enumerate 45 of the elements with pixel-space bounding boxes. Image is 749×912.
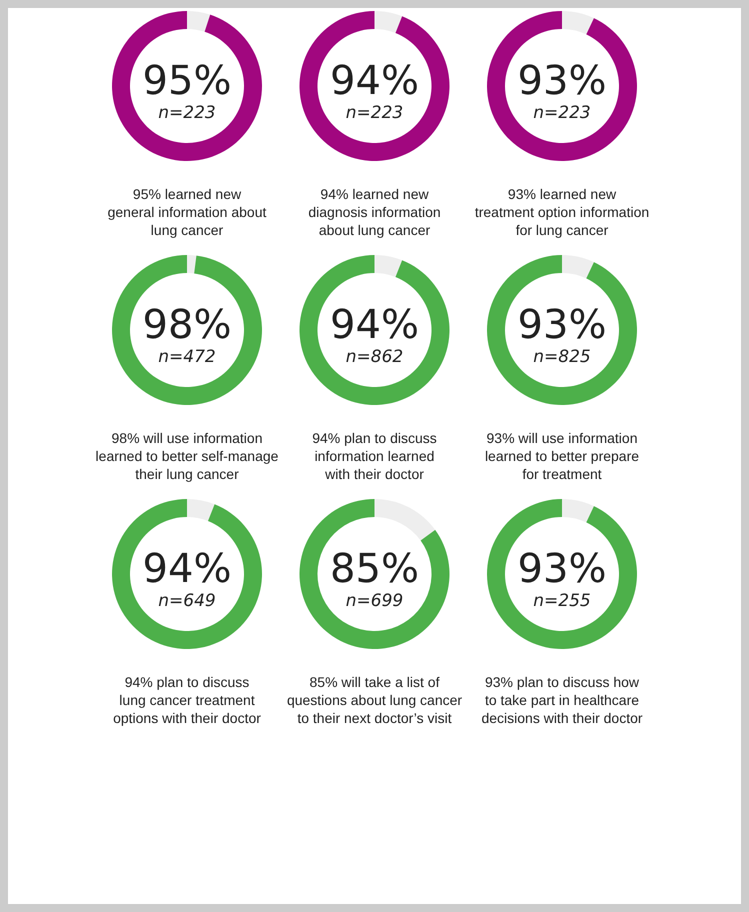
donut-slice [374,11,402,34]
text: n=223 [158,103,216,123]
donut-slice [562,11,594,34]
text: 94% plan to discuss information learned with their doctor [312,430,437,482]
text: 94% learned new diagnosis information about lung cancer [308,186,441,238]
data-label: 85% [330,546,419,592]
text: 94% plan to discuss lung cancer treatment options with their doctor [113,674,262,726]
donut-slice [562,499,594,522]
text: n=472 [158,347,216,367]
donut-slice [487,11,637,161]
text: n=649 [158,591,216,611]
donut-slice [300,255,450,405]
donut-slice [374,499,436,540]
text: 93% plan to discuss how to take part in healthcare decisions with their doctor [481,674,643,726]
donut-slice [112,499,262,649]
text: n=862 [346,347,404,367]
text: n=699 [346,591,404,611]
data-label: 98% [142,302,232,348]
donut-slice [187,255,196,274]
donut-slice [487,499,637,649]
data-label: 94% [142,546,232,592]
donut-slice [112,11,262,161]
donut-slice [187,499,215,522]
data-label: 93% [518,546,606,592]
text: 93% will use information learned to better prepare for treatment [484,430,640,482]
text: n=255 [533,591,591,611]
text: 93% learned new treatment option information for lung cancer [474,186,650,238]
text: 98% will use information learned to better self-manage their lung cancer [96,430,279,482]
data-label: 93% [518,302,606,348]
data-label: 93% [518,58,606,104]
data-label: 94% [330,58,419,104]
text: n=825 [533,347,591,367]
data-label: 95% [142,58,232,104]
text: 85% will take a list of questions about lung cancer to their next doctor’s visit [286,674,462,726]
donut-slice [487,255,637,405]
donut-slice [562,255,594,278]
donut-slice [112,255,262,405]
text: 95% learned new general information about lung cancer [108,186,266,238]
text: n=223 [346,103,404,123]
donut-slice [300,499,450,649]
donut-slice [300,11,450,161]
donut-slice [374,255,402,278]
text: n=223 [533,103,591,123]
data-label: 94% [330,302,419,348]
donut-slice [187,11,210,32]
